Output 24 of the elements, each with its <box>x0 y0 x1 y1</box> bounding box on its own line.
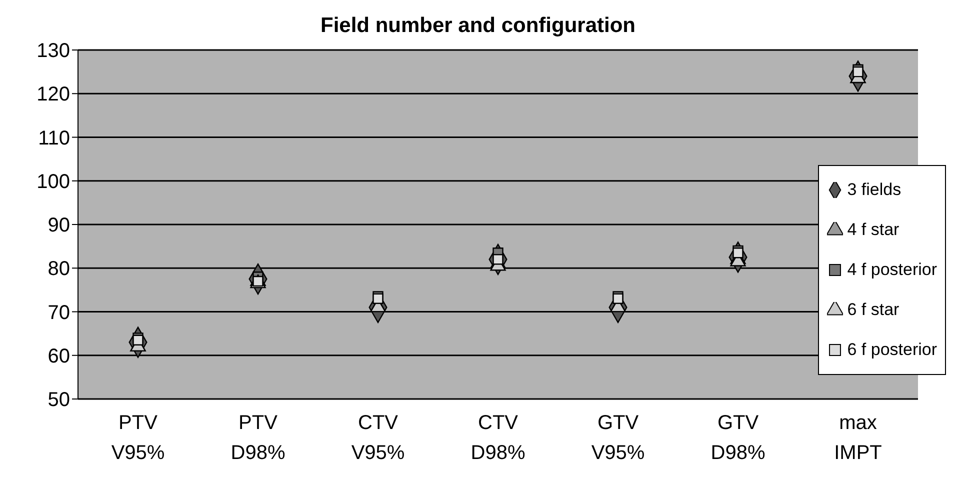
legend-label: 6 f star <box>847 300 900 320</box>
y-tick-label: 100 <box>36 170 70 193</box>
y-tick-label: 120 <box>36 84 70 106</box>
legend-label: 6 f posterior <box>847 340 937 360</box>
x-tick-label: PTV V95% <box>111 412 165 464</box>
x-tick-label: PTV D98% <box>230 412 286 464</box>
point <box>612 293 624 304</box>
x-tick-label: CTV V95% <box>351 412 405 464</box>
legend-label: 4 f star <box>847 220 900 240</box>
chart-title: Field number and configuration <box>320 14 636 38</box>
point <box>372 293 384 304</box>
y-tick-label: 60 <box>48 345 70 368</box>
y-tick-label: 70 <box>48 302 70 324</box>
y-tick-label: 50 <box>48 389 70 412</box>
y-tick-label: 110 <box>38 127 70 150</box>
x-tick-label: max IMPT <box>834 412 882 464</box>
x-tick-label: GTV V95% <box>591 412 645 464</box>
x-tick-label: GTV D98% <box>710 412 766 464</box>
legend-label: 4 f posterior <box>847 260 937 280</box>
y-tick-label: 90 <box>48 214 70 237</box>
y-tick-label: 80 <box>48 258 70 280</box>
legend-label: 3 fields <box>847 180 902 200</box>
x-tick-label: CTV D98% <box>470 412 526 464</box>
y-tick-label: 130 <box>36 40 70 62</box>
